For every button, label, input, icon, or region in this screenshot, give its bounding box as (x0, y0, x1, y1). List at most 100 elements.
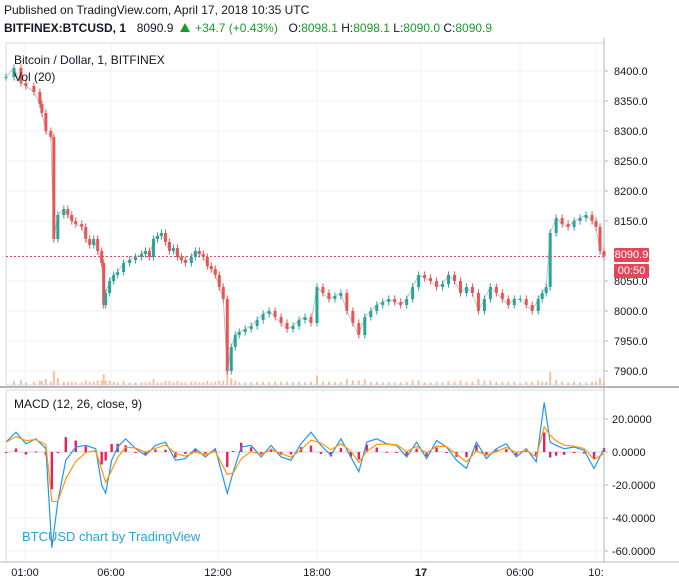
macd-histogram-bar (309, 445, 313, 452)
candle-body (56, 215, 60, 239)
volume-bar (585, 382, 588, 385)
candle-body (453, 275, 456, 281)
candle-body (554, 218, 558, 233)
volume-bar (168, 381, 171, 385)
volume-bar (222, 380, 225, 385)
candle-body (92, 239, 96, 245)
macd-pane-title: MACD (12, 26, close, 9) (14, 397, 143, 411)
macd-histogram-bar (357, 452, 361, 460)
candle-body (303, 317, 307, 320)
candle-body (32, 86, 36, 92)
volume-bar (144, 382, 147, 385)
candle-body (88, 239, 92, 245)
candle-body (578, 218, 582, 221)
volume-bar (84, 380, 87, 385)
open-value: 8098.1 (301, 21, 338, 35)
macd-histogram-bar (405, 452, 408, 457)
volume-bar (206, 381, 209, 385)
candle-body (363, 317, 367, 335)
candle-body (594, 221, 598, 227)
volume-bar (24, 382, 27, 385)
volume-bar (156, 382, 159, 385)
candle-body (112, 275, 116, 281)
macd-histogram-bar (395, 452, 398, 453)
candle-body (393, 299, 397, 302)
volume-bar (66, 381, 69, 385)
tradingview-attribution[interactable]: BTCUSD chart by TradingView (22, 529, 201, 544)
macd-histogram-bar (505, 449, 508, 452)
candle-body (572, 221, 576, 227)
macd-histogram-bar (319, 452, 323, 454)
candle-body (333, 296, 337, 299)
volume-bar (176, 381, 179, 385)
candle-body (80, 224, 84, 227)
macd-histogram-bar (269, 448, 273, 452)
candle-body (134, 257, 138, 260)
macd-histogram-bar (495, 449, 498, 452)
open-label: O: (288, 21, 302, 35)
volume-bar (56, 378, 59, 385)
candle-body (598, 227, 602, 251)
candle-body (159, 233, 163, 236)
volume-bar (280, 381, 283, 385)
macd-histogram-bar (475, 444, 478, 452)
candle-body (205, 257, 209, 266)
price-tick-label: 8050.0 (614, 276, 648, 288)
macd-histogram-bar (249, 447, 253, 452)
volume-bar (164, 381, 167, 385)
volume-bar (62, 381, 65, 385)
macd-histogram-bar (226, 452, 229, 468)
candle-body (423, 275, 427, 278)
macd-histogram-bar (425, 452, 428, 457)
up-arrow-icon (179, 23, 190, 32)
volume-bar (286, 381, 289, 385)
candle-body (584, 215, 588, 218)
macd-histogram-bar (100, 452, 103, 465)
macd-histogram-bar (204, 452, 207, 454)
volume-bars (12, 371, 605, 385)
macd-histogram-bar (164, 449, 167, 452)
candle-body (74, 221, 78, 224)
candle-body (488, 287, 492, 299)
macd-tick-label: 20.0000 (612, 414, 652, 426)
macd-histogram-bar (64, 437, 67, 452)
volume-bar (262, 381, 265, 385)
volume-bar (387, 382, 390, 385)
volume-bar (489, 380, 492, 385)
volume-bar (102, 374, 105, 385)
volume-bar (218, 380, 221, 385)
candle-body (327, 293, 331, 299)
candle-body (152, 239, 156, 257)
volume-bar (465, 381, 468, 385)
price-tick-label: 8000.0 (614, 306, 648, 318)
candle-body (375, 305, 379, 311)
macd-histogram-bar (548, 452, 552, 458)
volume-bar (268, 382, 271, 385)
volume-bar (238, 382, 241, 385)
macd-histogram-bar (445, 452, 448, 453)
countdown-tag: 00:50 (614, 264, 649, 278)
candle-body (429, 278, 433, 281)
volume-bar (495, 381, 498, 385)
candle-body (524, 299, 528, 305)
volume-label: Vol (20) (14, 70, 56, 84)
macd-histogram-bar (134, 452, 137, 453)
price-tick-label: 8150.0 (614, 216, 648, 228)
candle-body (273, 311, 277, 317)
candle-body (104, 293, 108, 305)
volume-bar (194, 381, 197, 385)
price-line (5, 67, 605, 372)
candle-body (4, 77, 8, 78)
volume-bar (140, 382, 143, 385)
macd-histogram-bar (289, 452, 293, 455)
candle-body (279, 317, 283, 323)
volume-bar (230, 378, 233, 385)
macd-histogram-bar (592, 452, 596, 460)
candle-body (183, 260, 187, 263)
volume-bar (128, 382, 131, 385)
price-pane-frame (5, 42, 605, 386)
price-change: +34.7 (+0.43%) (195, 21, 278, 35)
volume-bar (483, 380, 486, 385)
volume-bar (591, 381, 594, 385)
